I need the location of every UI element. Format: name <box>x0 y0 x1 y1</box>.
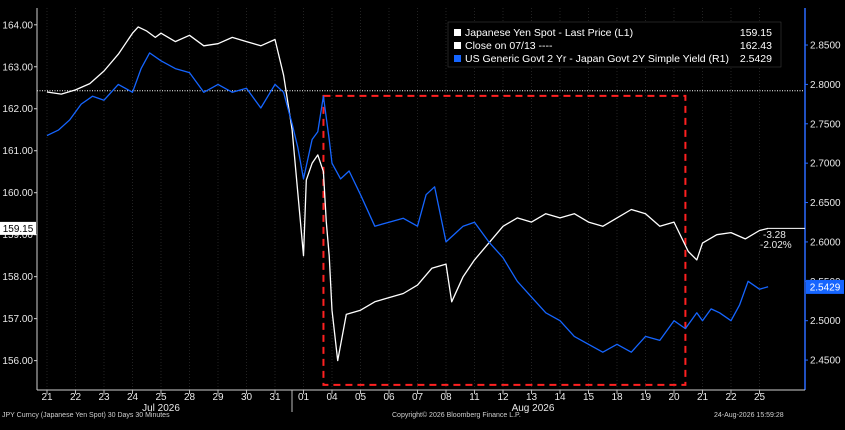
grid <box>46 8 760 390</box>
x-tick-label: 23 <box>98 392 110 403</box>
legend-label-reference: Close on 07/13 ---- <box>465 40 553 52</box>
left-tick-label: 162.00 <box>2 104 33 115</box>
highlight-box-layer <box>322 94 687 386</box>
left-value-tag-bg <box>0 221 36 235</box>
left-tick-label: 159.00 <box>2 230 33 241</box>
left-tick-label: 156.00 <box>2 356 33 367</box>
right-tick-label: 2.8500 <box>810 41 841 52</box>
axes <box>36 8 806 391</box>
x-tick-label: 13 <box>526 392 538 403</box>
x-tick-label: 29 <box>212 392 224 403</box>
x-tick-label: 14 <box>554 392 566 403</box>
left-tick-label: 160.00 <box>2 188 33 199</box>
legend-swatch-yen <box>454 29 461 36</box>
left-value-tag: 159.15 <box>3 224 34 235</box>
right-tick-label: 2.7000 <box>810 159 841 170</box>
value-tags: 159.15 2.5429 <box>0 221 844 294</box>
x-tick-label: 19 <box>640 392 652 403</box>
x-tick-label: 21 <box>41 392 53 403</box>
left-tick-label: 161.00 <box>2 146 33 157</box>
right-tick-label: 2.6500 <box>810 198 841 209</box>
right-tick-label: 2.7500 <box>810 119 841 130</box>
x-tick-label: 01 <box>298 392 310 403</box>
right-axis-ticks: 2.45002.50002.55002.60002.65002.70002.75… <box>805 41 841 367</box>
legend-label-yield: US Generic Govt 2 Yr - Japan Govt 2Y Sim… <box>465 53 729 65</box>
left-tick-label: 158.00 <box>2 272 33 283</box>
right-value-tag: 2.5429 <box>810 282 841 293</box>
x-tick-label: 24 <box>127 392 139 403</box>
change-pct: -2.02% <box>760 240 792 251</box>
highlight-box <box>322 94 687 386</box>
legend-value-yen: 159.15 <box>740 27 772 39</box>
month-label-jul: Jul 2026 <box>142 403 180 414</box>
x-tick-label: 28 <box>184 392 196 403</box>
footer-source: JPY Curncy (Japanese Yen Spot) 30 Days 3… <box>2 412 170 419</box>
right-value-tag-bg <box>806 279 844 294</box>
x-tick-label: 25 <box>754 392 766 403</box>
series-yield-line <box>46 52 769 353</box>
footer-timestamp: 24-Aug-2026 15:59:28 <box>714 412 784 419</box>
legend-swatch-yield <box>454 55 461 62</box>
month-label-aug: Aug 2026 <box>512 403 555 414</box>
left-tick-label: 164.00 <box>2 20 33 31</box>
footer-copyright: Copyright© 2026 Bloomberg Finance L.P. <box>392 412 521 419</box>
legend-background <box>447 21 782 68</box>
right-tick-label: 2.4500 <box>810 356 841 367</box>
x-tick-label: 12 <box>497 392 509 403</box>
left-tick-label: 163.00 <box>2 62 33 73</box>
legend: Japanese Yen Spot - Last Price (L1) 159.… <box>447 21 782 68</box>
x-tick-label: 31 <box>269 392 281 403</box>
x-tick-label: 07 <box>412 392 424 403</box>
left-tick-label: 157.00 <box>2 314 33 325</box>
x-tick-label: 30 <box>241 392 253 403</box>
x-tick-label: 21 <box>697 392 709 403</box>
change-annotation: -3.28 -2.02% <box>760 230 792 251</box>
change-abs: -3.28 <box>763 230 786 241</box>
series-layer <box>46 26 769 362</box>
x-tick-label: 20 <box>668 392 680 403</box>
x-tick-label: 25 <box>155 392 167 403</box>
x-tick-label: 05 <box>355 392 367 403</box>
x-tick-label: 18 <box>611 392 623 403</box>
x-tick-label: 22 <box>725 392 737 403</box>
x-tick-label: 04 <box>326 392 338 403</box>
right-tick-label: 2.6000 <box>810 237 841 248</box>
left-axis-ticks: 156.00 157.00 158.00 159.00 160.00 161.00 162.… <box>2 20 37 367</box>
legend-label-yen: Japanese Yen Spot - Last Price (L1) <box>465 27 633 39</box>
x-tick-label: 06 <box>383 392 395 403</box>
x-tick-label: 08 <box>440 392 452 403</box>
x-tick-label: 15 <box>583 392 595 403</box>
legend-value-yield: 2.5429 <box>740 53 772 65</box>
right-tick-label: 2.8000 <box>810 80 841 91</box>
x-axis-ticks: 21 22 23 24 25 28 29 30 31 01 04 05 06 07 08 11 12 13 14 15… <box>41 390 765 403</box>
series-yen-line <box>46 26 769 362</box>
legend-value-reference: 162.43 <box>740 40 772 52</box>
x-tick-label: 11 <box>469 392 480 403</box>
right-tick-label: 2.5000 <box>810 316 841 327</box>
legend-swatch-reference <box>454 42 461 49</box>
x-tick-label: 22 <box>70 392 82 403</box>
plot-background <box>37 8 805 390</box>
